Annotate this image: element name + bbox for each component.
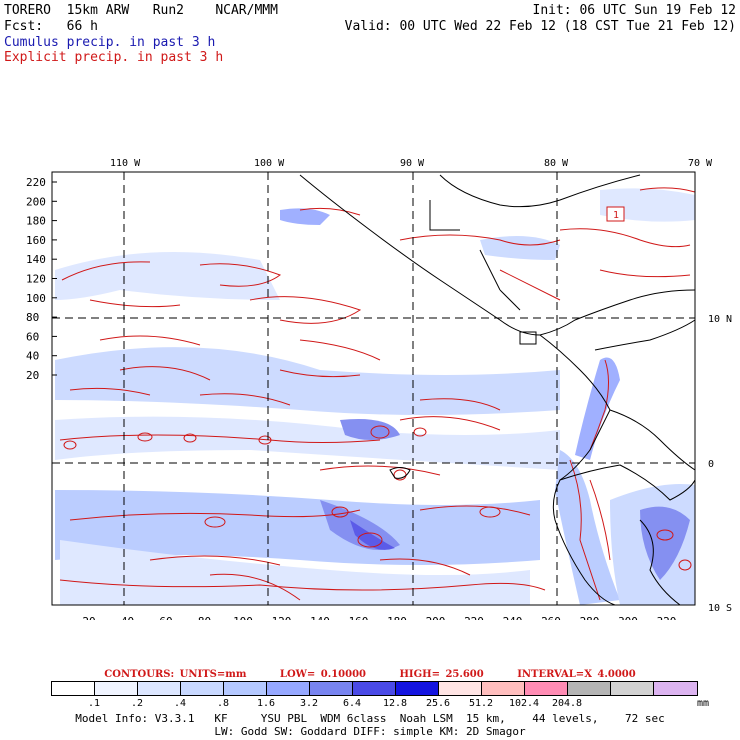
physics-info: LW: Godd SW: Goddard DIFF: simple KM: 2D… <box>214 725 526 738</box>
contour-interval: INTERVAL=X 4.0000 <box>517 669 636 680</box>
y-tick-label: 60 <box>26 330 39 343</box>
colorbar-cell <box>611 682 654 695</box>
x-tick-label: 260 <box>541 615 561 620</box>
colorbar-label: .2 <box>130 698 144 709</box>
colorbar-cell <box>267 682 310 695</box>
lon-label-80w: 80 W <box>544 158 569 169</box>
lat-label-10s: 10 S <box>708 603 732 614</box>
precip-map: 110 W 100 W 90 W 80 W 70 W 10 N 0 10 S <box>26 158 732 620</box>
colorbar-label: 102.4 <box>508 698 540 709</box>
colorbar-label: 204.8 <box>551 698 583 709</box>
model-info: Model Info: V3.3.1 KF YSU PBL WDM 6class… <box>75 712 665 725</box>
cumulus-legend: Cumulus precip. in past 3 h <box>4 35 216 50</box>
lon-label-70w: 70 W <box>688 158 713 169</box>
lon-label-90w: 90 W <box>400 158 425 169</box>
y-tick-label: 20 <box>26 369 39 382</box>
contour-info: CONTOURS: UNITS=mm LOW= 0.10000 HIGH= 25… <box>0 669 740 680</box>
colorbar-label: 3.2 <box>299 698 319 709</box>
y-tick-label: 40 <box>26 350 39 363</box>
contour-low: LOW= 0.10000 <box>279 669 366 680</box>
x-tick-label: 180 <box>387 615 407 620</box>
x-tick-label: 100 <box>233 615 253 620</box>
colorbar-label: .1 <box>87 698 101 709</box>
x-tick-label: 300 <box>618 615 638 620</box>
colorbar-cell <box>396 682 439 695</box>
cumulus-shading <box>55 188 695 605</box>
x-tick-label: 60 <box>159 615 172 620</box>
x-tick-label: 160 <box>349 615 369 620</box>
lat-label-10n: 10 N <box>708 314 732 325</box>
x-tick-label: 220 <box>464 615 484 620</box>
explicit-contours <box>59 187 696 601</box>
colorbar-cell <box>138 682 181 695</box>
x-tick-label: 80 <box>198 615 211 620</box>
x-tick-label: 20 <box>82 615 95 620</box>
forecast-hour: Fcst: 66 h <box>4 19 98 34</box>
graticule <box>52 172 695 605</box>
x-tick-label: 40 <box>121 615 134 620</box>
y-tick-label: 160 <box>26 234 46 247</box>
contour-units: CONTOURS: UNITS=mm <box>104 669 247 680</box>
x-tick-label: 280 <box>580 615 600 620</box>
map-frame <box>51 171 696 606</box>
y-tick-label: 140 <box>26 253 46 266</box>
colorbar-label: .4 <box>173 698 187 709</box>
max-marker-label: 1 <box>613 210 619 221</box>
colorbar-label: 6.4 <box>342 698 362 709</box>
lon-label-110w: 110 W <box>110 158 141 169</box>
colorbar-label: .8 <box>216 698 230 709</box>
colorbar-label: 12.8 <box>382 698 408 709</box>
colorbar-cell <box>52 682 95 695</box>
colorbar-cell <box>568 682 611 695</box>
x-tick-label: 320 <box>657 615 677 620</box>
colorbar-cell <box>439 682 482 695</box>
y-tick-label: 100 <box>26 292 46 305</box>
colorbar-cell <box>482 682 525 695</box>
colorbar-label: 51.2 <box>468 698 494 709</box>
y-tick-label: 80 <box>26 311 39 324</box>
y-tick-label: 120 <box>26 273 46 286</box>
x-tick-label: 240 <box>503 615 523 620</box>
model-title: TORERO 15km ARW Run2 NCAR/MMM <box>4 3 278 18</box>
colorbar-cell <box>654 682 697 695</box>
lat-label-0: 0 <box>708 459 714 470</box>
precip-colorbar <box>51 681 698 696</box>
colorbar-cell <box>525 682 568 695</box>
colorbar-cell <box>95 682 138 695</box>
x-tick-label: 140 <box>310 615 330 620</box>
colorbar-cell <box>310 682 353 695</box>
max-marker-box <box>606 206 625 222</box>
explicit-legend: Explicit precip. in past 3 h <box>4 50 224 65</box>
contour-high: HIGH= 25.600 <box>399 669 484 680</box>
init-time: Init: 06 UTC Sun 19 Feb 12 <box>532 3 737 18</box>
valid-time: Valid: 00 UTC Wed 22 Feb 12 (18 CST Tue … <box>344 19 736 34</box>
x-tick-label: 120 <box>272 615 292 620</box>
colorbar-cell <box>353 682 396 695</box>
colorbar-cell <box>224 682 267 695</box>
x-tick-label: 200 <box>426 615 446 620</box>
y-tick-label: 220 <box>26 176 46 189</box>
colorbar-label: 25.6 <box>425 698 451 709</box>
coastlines <box>299 174 696 606</box>
y-tick-label: 180 <box>26 215 46 228</box>
y-tick-label: 200 <box>26 195 46 208</box>
lon-label-100w: 100 W <box>254 158 285 169</box>
colorbar-cell <box>181 682 224 695</box>
colorbar-unit: mm <box>696 698 710 709</box>
colorbar-label: 1.6 <box>256 698 276 709</box>
